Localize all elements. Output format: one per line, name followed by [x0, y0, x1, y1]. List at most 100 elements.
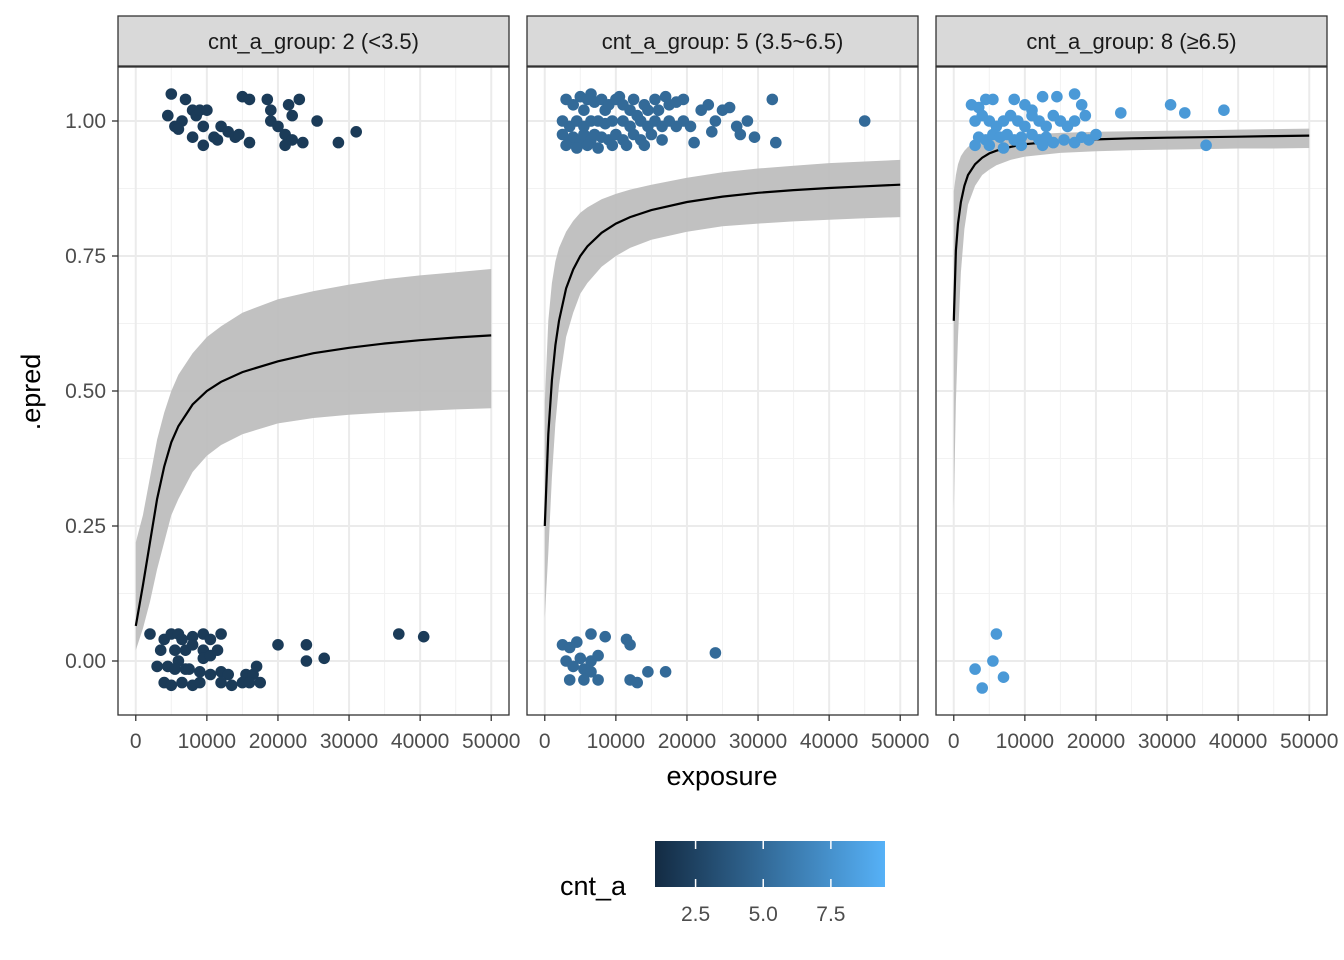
x-tick-label: 10000 — [996, 730, 1054, 753]
data-point — [567, 660, 579, 673]
data-point — [197, 139, 210, 152]
data-points — [965, 88, 1230, 694]
data-point — [183, 663, 195, 675]
data-point — [417, 630, 430, 643]
colorbar-tick-label: 2.5 — [681, 903, 710, 926]
data-point — [606, 115, 619, 127]
data-point — [1164, 99, 1177, 111]
data-point — [599, 630, 611, 643]
data-point — [265, 104, 277, 116]
legend-title: cnt_a — [560, 871, 627, 901]
data-point — [311, 115, 323, 127]
data-point — [144, 628, 156, 640]
facet-panels: cnt_a_group: 2 (<3.5) 0 10000 20000 30000 400… — [65, 15, 1338, 753]
data-point — [1051, 90, 1063, 103]
data-point — [201, 104, 213, 116]
facet-panel-2: cnt_a_group: 5 (3.5~6.5) 0 10000 20000 30000… — [526, 15, 929, 753]
data-point — [176, 676, 188, 689]
x-axis-ticks: 0 10000 20000 30000 40000 50000 — [539, 715, 929, 753]
gridlines — [936, 67, 1327, 715]
facet-strip — [117, 15, 510, 67]
data-point — [578, 674, 590, 686]
data-point — [250, 660, 263, 673]
y-axis-title: .epred — [16, 354, 46, 431]
data-point — [1036, 139, 1049, 152]
data-point — [282, 99, 295, 111]
data-point — [656, 134, 668, 146]
data-point — [293, 93, 306, 106]
x-tick-label: 40000 — [800, 730, 858, 753]
x-tick-label: 50000 — [1280, 730, 1338, 753]
data-point — [169, 644, 181, 656]
data-point — [332, 136, 345, 149]
y-axis-ticks: 0.00 0.25 0.50 0.75 1.00 — [65, 110, 118, 673]
data-point — [215, 628, 227, 640]
data-point — [261, 93, 274, 106]
data-point — [211, 134, 224, 146]
data-point — [300, 655, 313, 667]
x-tick-label: 50000 — [462, 730, 520, 753]
data-point — [186, 630, 199, 643]
panel-border — [526, 66, 919, 716]
data-point — [1036, 90, 1049, 103]
x-tick-label: 20000 — [249, 730, 307, 753]
data-point — [1090, 128, 1102, 141]
data-point — [204, 633, 217, 646]
data-point — [176, 633, 188, 646]
confidence-ribbon — [135, 269, 492, 651]
x-axis-ticks: 0 10000 20000 30000 40000 50000 — [948, 715, 1338, 753]
facet-strip-label: cnt_a_group: 2 (<3.5) — [208, 29, 419, 54]
data-point — [642, 666, 654, 678]
fitted-line — [543, 183, 901, 527]
data-point — [997, 142, 1010, 154]
colorbar-tick-label: 5.0 — [749, 903, 778, 926]
data-point — [997, 671, 1010, 683]
data-point — [702, 99, 715, 111]
data-point — [194, 666, 206, 678]
x-tick-label: 50000 — [871, 730, 929, 753]
data-point — [567, 99, 579, 111]
data-point — [659, 666, 672, 678]
data-point — [987, 655, 999, 667]
data-point — [1047, 136, 1060, 149]
x-tick-label: 40000 — [391, 730, 449, 753]
colorbar-ticks: 2.5 5.0 7.5 — [681, 841, 845, 926]
data-point — [154, 644, 167, 656]
facet-strip-label: cnt_a_group: 5 (3.5~6.5) — [602, 29, 844, 54]
data-point — [204, 668, 217, 681]
facet-strip-label: cnt_a_group: 8 (≥6.5) — [1026, 29, 1236, 54]
data-point — [571, 142, 583, 154]
data-point — [211, 644, 224, 656]
x-tick-label: 30000 — [320, 730, 378, 753]
x-tick-label: 10000 — [178, 730, 236, 753]
data-point — [279, 139, 291, 152]
data-point — [990, 628, 1003, 640]
data-point — [318, 652, 331, 665]
data-point — [684, 120, 697, 133]
x-tick-label: 40000 — [1209, 730, 1267, 753]
data-point — [723, 101, 736, 114]
data-point — [286, 109, 299, 122]
colorbar-legend: cnt_a 2.5 5.0 7.5 — [560, 841, 885, 926]
data-point — [233, 128, 245, 141]
data-point — [987, 93, 999, 106]
panel-border — [935, 66, 1328, 716]
x-tick-label: 0 — [948, 730, 960, 753]
data-point — [215, 676, 227, 689]
data-point — [300, 639, 313, 651]
data-point — [560, 139, 572, 152]
data-point — [969, 663, 981, 675]
data-point — [1218, 104, 1230, 116]
data-point — [574, 652, 587, 665]
x-tick-label: 0 — [539, 730, 551, 753]
data-point — [571, 636, 583, 648]
data-point — [645, 128, 658, 141]
data-point — [165, 679, 178, 692]
data-point — [858, 115, 871, 127]
x-axis-ticks: 0 10000 20000 30000 40000 50000 — [130, 715, 520, 753]
y-tick-label: 0.75 — [65, 245, 106, 268]
colorbar — [655, 841, 885, 887]
data-point — [748, 131, 761, 143]
x-tick-label: 20000 — [658, 730, 716, 753]
